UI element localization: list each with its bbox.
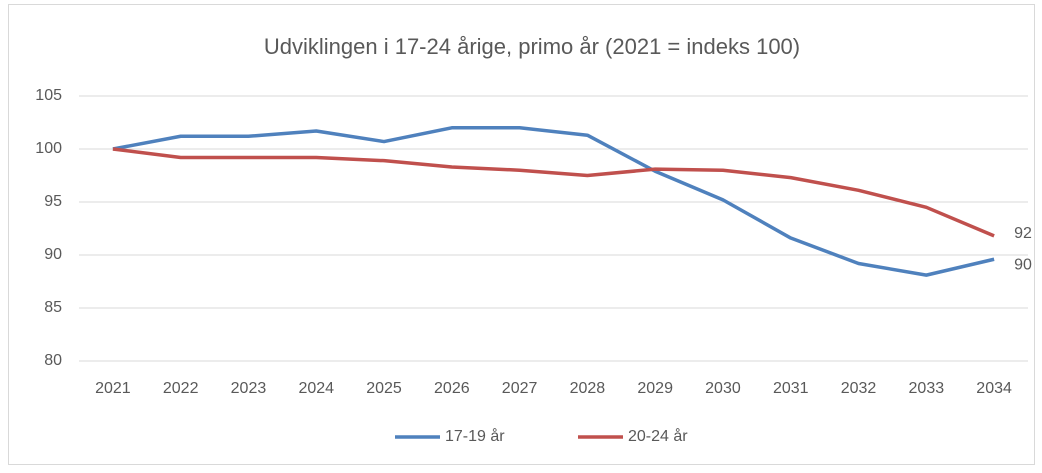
x-tick-label: 2027 <box>502 380 538 397</box>
data-label: 90 <box>1014 256 1032 273</box>
y-tick-label: 100 <box>35 140 62 157</box>
x-tick-label: 2021 <box>95 380 131 397</box>
y-tick-label: 95 <box>44 193 62 210</box>
data-label: 92 <box>1014 225 1032 242</box>
x-tick-label: 2026 <box>434 380 470 397</box>
x-tick-label: 2022 <box>163 380 199 397</box>
x-tick-label: 2032 <box>841 380 877 397</box>
series-line <box>112 126 995 277</box>
series-line <box>112 147 995 238</box>
x-tick-label: 2030 <box>705 380 741 397</box>
x-tick-label: 2024 <box>298 380 334 397</box>
x-tick-label: 2023 <box>231 380 267 397</box>
legend-label: 20-24 år <box>628 427 688 445</box>
y-tick-label: 90 <box>44 246 62 263</box>
x-tick-label: 2025 <box>366 380 402 397</box>
x-tick-label: 2031 <box>773 380 809 397</box>
x-tick-label: 2028 <box>570 380 606 397</box>
y-tick-label: 85 <box>44 299 62 316</box>
y-tick-label: 105 <box>35 87 62 104</box>
y-tick-label: 80 <box>44 352 62 369</box>
chart-frame <box>8 4 1035 465</box>
x-tick-label: 2034 <box>976 380 1012 397</box>
x-tick-label: 2029 <box>637 380 673 397</box>
legend-label: 17-19 år <box>445 427 505 445</box>
chart-title: Udviklingen i 17-24 årige, primo år (202… <box>264 34 800 59</box>
x-tick-label: 2033 <box>909 380 945 397</box>
